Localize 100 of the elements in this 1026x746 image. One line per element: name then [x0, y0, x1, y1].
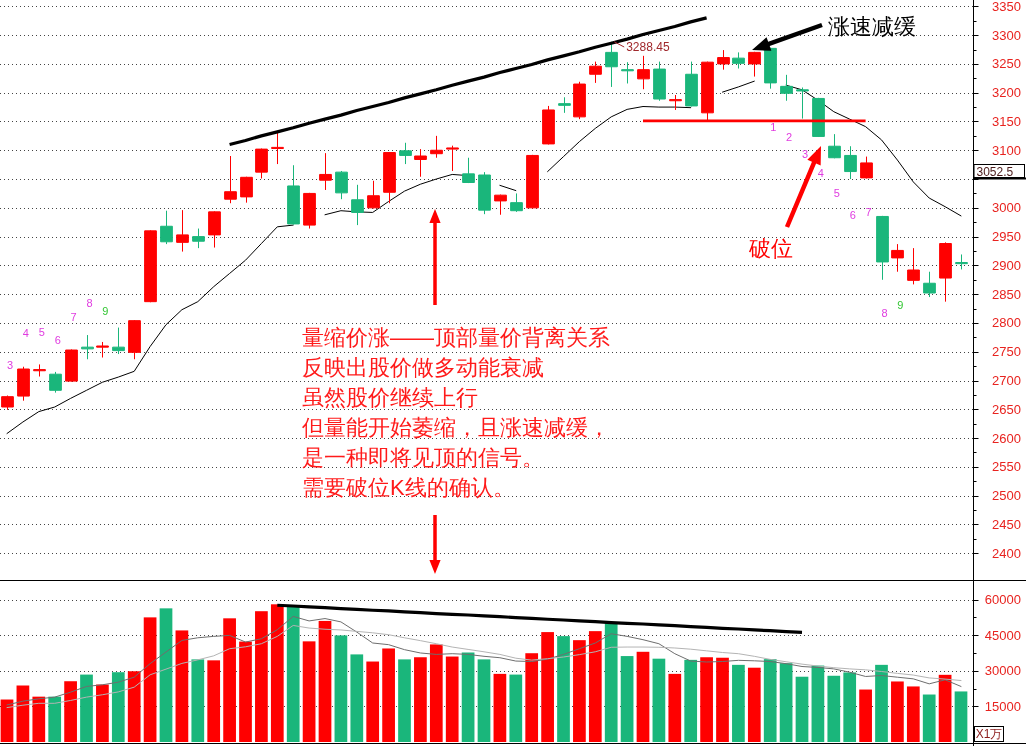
bar [875, 664, 888, 742]
candlestick [96, 341, 109, 359]
bar [763, 659, 777, 742]
bar [604, 623, 618, 742]
candlestick [192, 228, 205, 249]
bar [334, 635, 348, 742]
annotation: 3288.45 [626, 40, 670, 54]
bar [64, 681, 77, 742]
bar [159, 608, 173, 742]
annotation: 9 [102, 305, 109, 317]
candlestick [717, 49, 730, 71]
bar [795, 676, 809, 742]
y-axis-title: X1万 [975, 727, 1003, 741]
y-tick-label: 3100 [992, 142, 1021, 158]
bar [48, 696, 62, 742]
candlestick [812, 97, 825, 138]
bar [938, 674, 952, 742]
bar [779, 663, 793, 742]
bar [509, 674, 523, 742]
annotation: 7 [70, 311, 77, 323]
bar [557, 636, 570, 742]
bar [859, 689, 872, 742]
bar [239, 641, 252, 742]
candlestick [160, 210, 173, 245]
bar [366, 661, 380, 742]
annotation: 3 [801, 148, 809, 160]
candlestick [240, 176, 253, 204]
bar [461, 652, 475, 742]
bar [573, 640, 586, 742]
y-tick-label: 2400 [992, 545, 1021, 561]
bar [143, 617, 157, 742]
bar [255, 611, 268, 742]
y-tick-label: 2750 [992, 344, 1021, 360]
bar [191, 659, 205, 742]
bar [32, 696, 46, 742]
candlestick [351, 184, 364, 226]
bar [525, 653, 539, 742]
candlestick [128, 319, 141, 360]
bar [811, 665, 825, 742]
bar [827, 675, 841, 742]
candlestick [430, 135, 443, 159]
y-tick-label: 45000 [984, 627, 1021, 643]
candlestick [558, 96, 571, 114]
candlestick [780, 74, 793, 102]
bar [668, 673, 682, 742]
candlestick [876, 215, 889, 281]
candlestick [414, 148, 427, 178]
bar [493, 673, 507, 742]
bar [318, 620, 332, 742]
annotation: 4 [817, 167, 824, 179]
candlestick [335, 170, 348, 200]
annotation: 量缩价涨——顶部量价背离关系 [302, 324, 610, 350]
candlestick [1, 395, 14, 411]
bar [223, 618, 236, 742]
y-tick-label: 2450 [992, 516, 1021, 532]
annotation: 4 [22, 327, 29, 339]
annotation: 2 [786, 131, 793, 143]
y-tick-label: 2550 [992, 459, 1021, 475]
candlestick [208, 210, 221, 249]
annotation: 8 [881, 307, 888, 319]
candlestick [923, 271, 936, 298]
candlestick [17, 366, 30, 402]
bar [700, 657, 713, 742]
candlestick [176, 209, 189, 253]
candlestick [478, 171, 491, 215]
candlestick [955, 253, 968, 270]
y-tick-label: 2650 [992, 401, 1021, 417]
y-tick-label: 3150 [992, 113, 1021, 129]
candlestick [462, 157, 475, 184]
annotation: 7 [865, 206, 872, 218]
bar [716, 657, 729, 742]
bar [588, 631, 602, 742]
candlestick [844, 145, 857, 180]
bar [843, 672, 857, 742]
candlestick [542, 105, 555, 145]
annotation: 6 [54, 334, 61, 346]
candlestick [891, 243, 904, 273]
candlestick [637, 55, 650, 90]
candlestick [621, 61, 634, 84]
candlestick [653, 61, 666, 102]
line-series [228, 16, 709, 147]
candlestick [144, 229, 157, 303]
bar [891, 681, 904, 742]
candlestick [271, 132, 284, 165]
candlestick [81, 334, 94, 360]
annotation: 破位 [748, 235, 793, 261]
candlestick [33, 363, 46, 378]
bar [414, 657, 427, 742]
candlestick [399, 142, 412, 165]
bar [906, 686, 920, 742]
candlestick [573, 81, 586, 120]
candlestick [367, 180, 380, 209]
bar [111, 672, 125, 742]
y-tick-label: 3200 [992, 85, 1021, 101]
bar [286, 605, 300, 742]
bar [302, 641, 316, 742]
annotation: 1 [770, 121, 777, 133]
candlestick [255, 148, 268, 179]
y-tick-label: 2900 [992, 257, 1021, 273]
candlestick [907, 247, 920, 285]
